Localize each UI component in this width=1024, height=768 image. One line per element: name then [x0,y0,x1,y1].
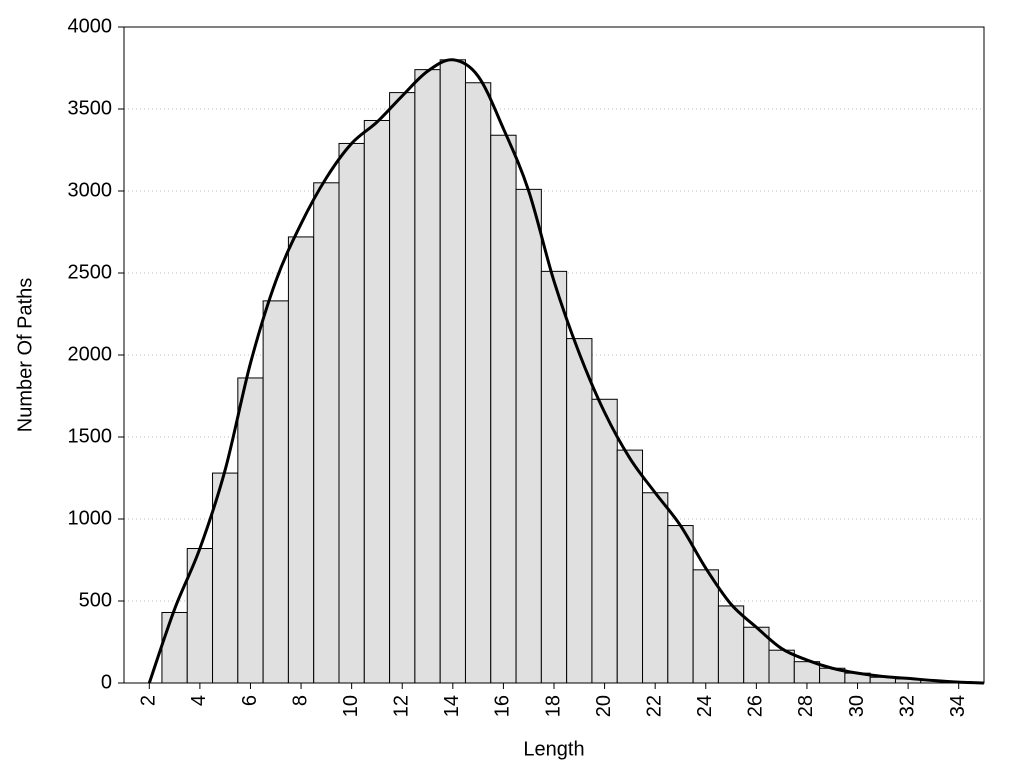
x-tick-label: 16 [492,695,514,717]
plot-frame [123,26,985,684]
bar [490,134,517,684]
bar [363,119,391,684]
x-axis-label: Length [523,738,584,760]
x-tick-label: 18 [542,695,564,717]
density-line [147,58,985,685]
bar [389,92,416,684]
bar [464,82,492,684]
x-tick-label: 34 [947,695,969,717]
x-tick-label: 6 [239,695,261,706]
x-tick-label: 8 [289,695,311,706]
bar [667,525,694,684]
x-tick-label: 14 [441,695,463,717]
x-tick-label: 28 [795,695,817,717]
bar [616,449,644,684]
y-tick-label: 2000 [68,343,113,365]
x-tick-label: 22 [643,695,665,717]
y-tick-label: 3000 [68,179,113,201]
y-tick-label: 4000 [68,15,113,37]
bar [692,569,719,684]
x-tick-label: 2 [138,695,160,706]
y-tick-label: 1500 [68,425,113,447]
y-tick-label: 1000 [68,507,113,529]
x-tick-label: 32 [896,695,918,717]
bar [566,338,593,684]
bar [540,270,568,684]
bar [262,300,289,684]
bar [313,182,340,684]
bar [338,142,365,684]
bar [237,377,264,684]
y-axis-label: Number Of Paths [14,278,36,433]
bar [439,59,466,684]
bar [642,492,669,684]
bar [212,472,239,684]
y-tick-label: 500 [79,589,112,611]
bar [717,605,745,684]
y-tick-label: 0 [101,671,112,693]
x-tick-label: 30 [846,695,868,717]
bar [161,611,188,684]
y-tick-label: 3500 [68,97,113,119]
x-tick-label: 20 [593,695,615,717]
y-tick-label: 2500 [68,261,113,283]
bar [768,649,795,684]
bar [287,236,315,684]
x-tick-label: 4 [188,695,210,706]
x-tick-label: 12 [391,695,413,717]
bar [414,69,441,684]
x-tick-label: 26 [745,695,767,717]
bar [793,661,821,684]
bar [591,398,618,684]
x-tick-label: 24 [694,695,716,717]
bar [515,188,542,684]
x-tick-label: 10 [340,695,362,717]
